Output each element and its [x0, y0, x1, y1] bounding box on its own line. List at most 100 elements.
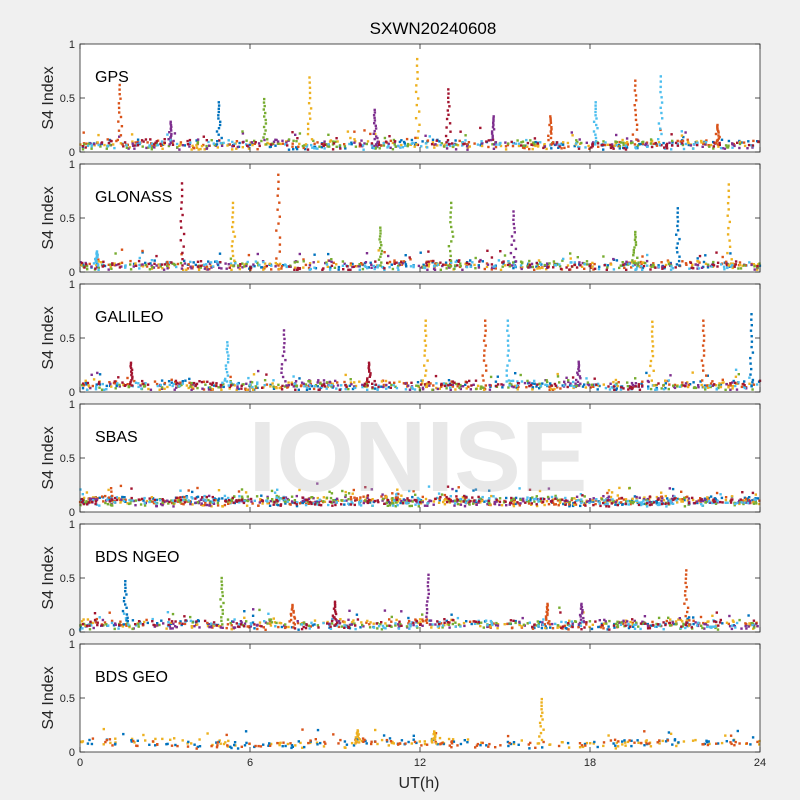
- data-point: [80, 620, 84, 623]
- data-point: [554, 264, 557, 267]
- data-point: [171, 143, 175, 146]
- data-point: [295, 494, 298, 498]
- data-point: [245, 504, 249, 507]
- data-point: [106, 498, 109, 501]
- data-point: [444, 263, 447, 267]
- data-point: [216, 504, 220, 507]
- data-point: [110, 490, 113, 493]
- data-point: [708, 499, 711, 503]
- spike-point: [702, 354, 706, 357]
- data-point: [516, 139, 519, 142]
- data-point: [406, 497, 409, 500]
- data-point: [526, 496, 529, 499]
- data-point: [480, 499, 484, 503]
- data-point: [714, 502, 718, 505]
- spike-point: [508, 384, 511, 387]
- spike-point: [749, 356, 752, 360]
- data-point: [726, 501, 729, 504]
- data-point: [615, 140, 618, 144]
- data-point: [622, 498, 626, 501]
- data-point: [623, 266, 626, 270]
- data-point: [643, 502, 646, 505]
- spike-point: [549, 130, 552, 133]
- data-point: [189, 502, 192, 506]
- data-point: [660, 495, 664, 498]
- spike-point: [716, 123, 719, 127]
- data-point: [584, 504, 587, 507]
- data-point: [734, 384, 737, 388]
- data-point: [495, 500, 498, 503]
- data-point: [258, 608, 261, 612]
- data-point: [246, 144, 249, 147]
- data-point: [687, 383, 690, 387]
- spike-point: [683, 602, 686, 605]
- data-point: [439, 268, 442, 271]
- data-point: [431, 388, 434, 391]
- data-point: [382, 383, 386, 387]
- data-point: [685, 263, 688, 266]
- data-point: [149, 388, 153, 391]
- data-point: [385, 501, 389, 504]
- data-point: [339, 147, 342, 150]
- data-point: [261, 386, 264, 389]
- spike-point: [276, 208, 279, 211]
- data-point: [531, 625, 534, 629]
- spike-point: [634, 94, 638, 97]
- spike-point: [507, 334, 510, 337]
- data-point: [251, 502, 254, 505]
- data-point: [101, 495, 104, 498]
- spike-point: [217, 114, 220, 117]
- data-point: [645, 259, 649, 263]
- spike-point: [378, 238, 381, 241]
- data-point: [730, 499, 733, 503]
- data-point: [637, 385, 640, 388]
- data-point: [695, 624, 699, 627]
- data-point: [120, 248, 124, 251]
- data-point: [521, 261, 524, 264]
- data-point: [528, 621, 531, 624]
- data-point: [709, 495, 713, 498]
- data-point: [535, 495, 538, 498]
- data-point: [674, 266, 677, 269]
- data-point: [469, 259, 472, 262]
- data-point: [427, 262, 431, 266]
- spike-point: [333, 605, 337, 609]
- data-point: [685, 619, 688, 622]
- data-point: [155, 382, 159, 386]
- data-point: [383, 136, 387, 140]
- data-point: [171, 262, 174, 265]
- data-point: [155, 264, 158, 267]
- data-point: [652, 142, 655, 145]
- data-point: [250, 623, 253, 626]
- data-point: [655, 144, 659, 147]
- data-point: [738, 142, 742, 146]
- data-point: [292, 139, 295, 142]
- data-point: [567, 380, 570, 384]
- data-point: [700, 139, 703, 143]
- data-point: [215, 624, 218, 627]
- data-point: [718, 621, 722, 624]
- data-point: [325, 261, 328, 264]
- data-point: [428, 619, 431, 622]
- data-point: [321, 268, 324, 271]
- data-point: [142, 499, 145, 502]
- spike-point: [507, 344, 510, 347]
- data-point: [157, 266, 160, 269]
- data-point: [499, 144, 503, 148]
- data-point: [167, 266, 170, 269]
- data-point: [521, 616, 524, 620]
- data-point: [684, 623, 688, 627]
- data-point: [658, 623, 662, 626]
- data-point: [188, 145, 191, 148]
- spike-point: [717, 134, 720, 137]
- data-point: [641, 384, 644, 387]
- data-point: [477, 264, 480, 267]
- data-point: [408, 256, 411, 259]
- data-point: [330, 264, 334, 267]
- data-point: [201, 504, 204, 507]
- data-point: [617, 502, 621, 505]
- data-point: [588, 264, 591, 268]
- data-point: [349, 378, 352, 381]
- data-point: [418, 618, 422, 621]
- data-point: [595, 498, 598, 501]
